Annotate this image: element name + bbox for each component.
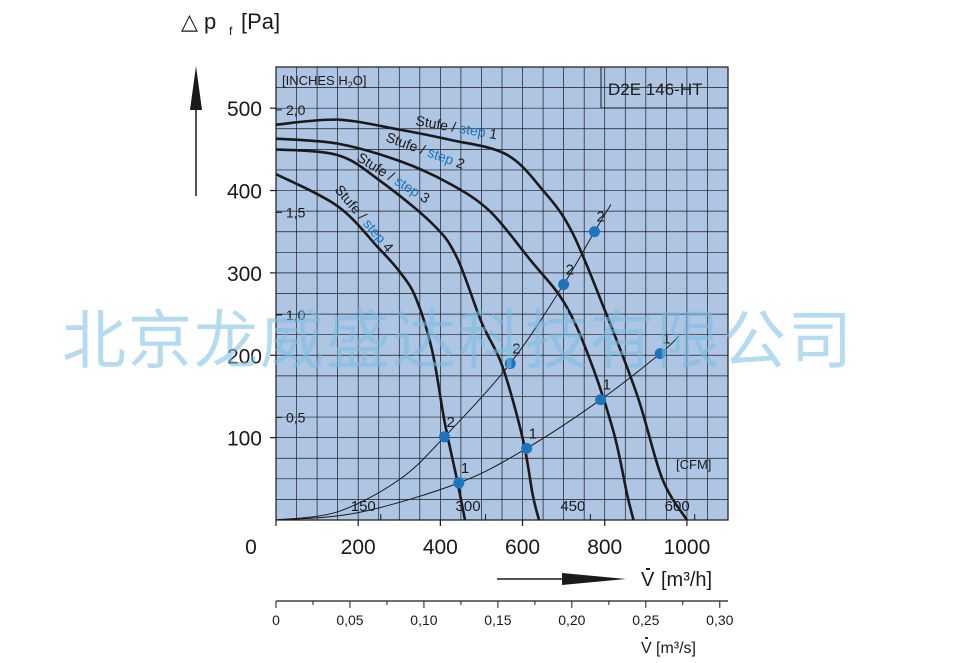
operating-point — [504, 358, 516, 370]
m3s-tick-label: 0,10 — [410, 612, 437, 628]
plot-border — [275, 66, 729, 521]
operating-point-label: 2 — [446, 414, 454, 431]
inch-tick-label: 1,5 — [286, 204, 306, 220]
x-tick-label: 0 — [245, 536, 257, 559]
y-tick-label: 100 — [227, 428, 262, 451]
cfm-unit-label: [CFM] — [676, 457, 711, 472]
y-tick-label: 500 — [227, 98, 262, 121]
operating-point-label: 1 — [662, 331, 670, 348]
m3s-tick-label: 0 — [272, 612, 280, 628]
operating-point — [588, 226, 600, 238]
inches-unit-label: [INCHES H2O] — [282, 73, 366, 90]
fan-curves — [275, 118, 689, 521]
axes: 100 200 300 400 500 0 200 400 600 800 1000 0,5 1,0 1,… — [227, 98, 710, 559]
fan-curve-step-1 — [275, 118, 689, 521]
inch-tick-label: 0,5 — [286, 409, 306, 425]
m3s-tick-label: 0,05 — [336, 612, 363, 628]
m3s-tick-label: 0,30 — [706, 612, 733, 628]
operating-point-label: 2 — [596, 209, 604, 226]
operating-point — [438, 431, 450, 443]
m3s-tick-label: 0,20 — [558, 612, 585, 628]
cfm-tick-label: 150 — [351, 498, 376, 515]
operating-point — [558, 278, 570, 290]
x-tick-label: 600 — [505, 536, 540, 559]
model-label: D2E 146-HT — [608, 80, 702, 99]
fan-curve-step-4 — [275, 172, 467, 521]
x-arrow-head — [562, 573, 626, 585]
fan-curve-step-3 — [275, 148, 541, 521]
fan-curve-step-2 — [275, 137, 635, 521]
y-tick-label: 200 — [227, 345, 262, 368]
inch-tick-label: 2,0 — [286, 102, 306, 118]
inch-tick-label: 1,0 — [286, 307, 306, 323]
m3s-axis: 0 0,05 0,10 0,15 0,20 0,25 0,30 — [272, 601, 734, 628]
x2-axis-symbol: V — [641, 640, 652, 657]
cfm-tick-label: 600 — [665, 498, 690, 515]
operating-point-label: 1 — [461, 460, 469, 477]
cfm-tick-label: 450 — [560, 498, 585, 515]
x2-axis-unit: [m³/s] — [656, 640, 696, 657]
operating-point — [453, 477, 465, 489]
operating-point-label: 1 — [603, 377, 611, 394]
x-tick-label: 400 — [423, 536, 458, 559]
x-tick-label: 1000 — [664, 536, 711, 559]
x-tick-label: 200 — [341, 536, 376, 559]
y-axis-symbol: △ p — [181, 9, 216, 34]
operating-points: 1 2 1 2 1 2 1 2 — [438, 209, 671, 489]
y-arrow-head — [190, 66, 202, 110]
m3s-tick-label: 0,25 — [632, 612, 659, 628]
operating-point-label: 1 — [529, 425, 537, 442]
system-curve-2 — [275, 204, 612, 521]
operating-point — [595, 394, 607, 406]
y-axis-subscript: f — [229, 24, 233, 38]
cfm-tick-label: 300 — [456, 498, 481, 515]
x-tick-label: 800 — [587, 536, 622, 559]
operating-point — [521, 442, 533, 454]
x-axis-symbol: V — [641, 569, 655, 591]
operating-point — [654, 348, 666, 360]
x-axis-unit: [m³/h] — [661, 569, 712, 591]
m3s-tick-label: 0,15 — [484, 612, 511, 628]
y-tick-label: 300 — [227, 263, 262, 286]
operating-point-label: 2 — [566, 261, 574, 278]
operating-point-label: 2 — [512, 341, 520, 358]
y-tick-label: 400 — [227, 181, 262, 204]
series-label-step-1: Stufe / step 1 — [414, 112, 498, 142]
model-label-box: D2E 146-HT — [600, 67, 728, 109]
y-axis-unit: [Pa] — [241, 9, 280, 34]
